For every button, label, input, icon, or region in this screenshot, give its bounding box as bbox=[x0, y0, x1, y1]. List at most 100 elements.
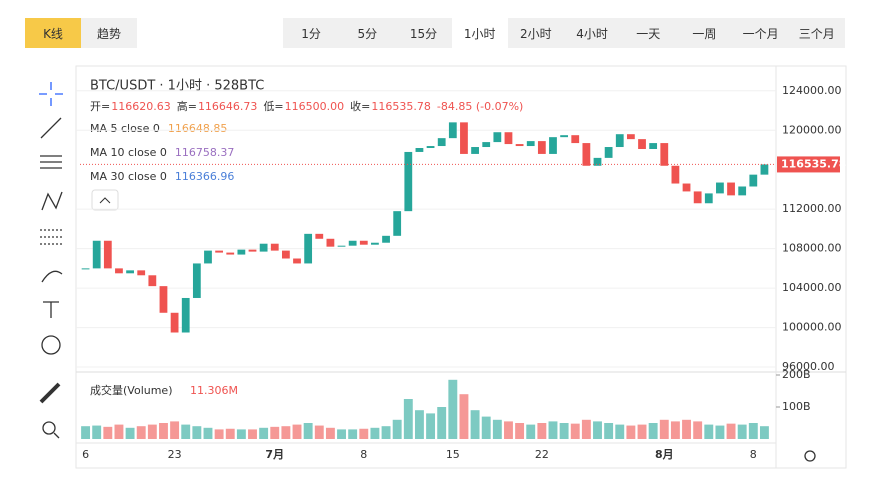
volume-bar bbox=[114, 424, 124, 439]
volume-bar bbox=[593, 421, 602, 439]
interval-tab[interactable]: 一天 bbox=[636, 26, 661, 41]
volume-bar bbox=[504, 421, 513, 439]
interval-tab[interactable]: 三个月 bbox=[798, 26, 835, 41]
volume-bar bbox=[759, 426, 769, 439]
interval-tab[interactable]: 4小时 bbox=[576, 26, 608, 41]
interval-tab[interactable]: 5分 bbox=[357, 26, 378, 41]
candle bbox=[259, 243, 268, 252]
interval-tab[interactable]: 1分 bbox=[301, 26, 321, 41]
chart-tab[interactable]: 趋势 bbox=[96, 26, 121, 41]
settings-icon bbox=[804, 450, 816, 462]
volume-bar bbox=[537, 423, 547, 439]
y-tick-label: 100000.00 bbox=[782, 321, 842, 334]
volume-bar bbox=[81, 426, 91, 439]
volume-bar bbox=[437, 407, 447, 439]
candle bbox=[738, 186, 747, 196]
volume-bar bbox=[726, 423, 736, 439]
interval-tabs: 1分 5分 15分 1小时 2小时 4小时 一天 一周 一个月 三个月 bbox=[283, 18, 845, 48]
volume-bar bbox=[348, 429, 358, 439]
candle bbox=[727, 182, 735, 196]
volume-bar bbox=[570, 423, 580, 439]
panel-border bbox=[75, 65, 847, 469]
ma-value: 116648.85 bbox=[168, 122, 228, 135]
ohlc-value: 116620.63 bbox=[111, 100, 171, 113]
candle bbox=[215, 250, 224, 253]
volume-bar bbox=[693, 421, 703, 439]
candle bbox=[482, 142, 491, 148]
y-tick-label: 96000.00 bbox=[782, 360, 835, 373]
volume-bar bbox=[414, 410, 424, 439]
candle bbox=[371, 242, 379, 245]
volume-bar bbox=[103, 426, 113, 439]
candle bbox=[526, 141, 535, 147]
last-price-box bbox=[777, 156, 840, 173]
candle bbox=[638, 139, 646, 149]
interval-tab[interactable]: 15分 bbox=[409, 26, 438, 41]
volume-bar bbox=[492, 419, 502, 439]
candle bbox=[281, 250, 290, 259]
volume-tick-label: 100B bbox=[782, 400, 811, 413]
candle bbox=[560, 135, 569, 138]
ohlc-value: 116535.78 bbox=[371, 100, 431, 113]
candle bbox=[404, 151, 413, 212]
interval-tab[interactable]: 1小时 bbox=[451, 18, 508, 48]
y-tick-label: 104000.00 bbox=[782, 281, 842, 294]
candle bbox=[315, 233, 324, 239]
ohlc-label: 低= bbox=[263, 100, 283, 113]
candle bbox=[126, 270, 134, 274]
interval-tab[interactable]: 2小时 bbox=[520, 26, 552, 41]
volume-bar bbox=[236, 429, 246, 439]
ohlc-label: 开= bbox=[90, 100, 110, 113]
y-tick-label: 120000.00 bbox=[782, 123, 842, 136]
volume-bar bbox=[448, 379, 458, 439]
candle bbox=[204, 250, 212, 264]
ruler-icon bbox=[39, 382, 61, 404]
candle bbox=[582, 143, 591, 166]
candle bbox=[81, 268, 90, 270]
volume-bar bbox=[181, 424, 191, 439]
volume-bar bbox=[526, 424, 536, 439]
volume-bar bbox=[225, 428, 235, 439]
volume-bar bbox=[470, 410, 480, 439]
candle bbox=[571, 135, 580, 144]
candle bbox=[359, 240, 368, 245]
chart-tab[interactable]: K线 bbox=[25, 18, 81, 48]
candle bbox=[337, 245, 346, 247]
candle bbox=[226, 252, 235, 255]
candle bbox=[660, 143, 669, 166]
brush-icon bbox=[41, 270, 63, 283]
candle bbox=[460, 122, 468, 154]
ma-name: MA 5 close 0 bbox=[90, 122, 160, 135]
candle bbox=[304, 233, 313, 264]
volume-bar bbox=[737, 424, 747, 439]
volume-bar bbox=[359, 428, 369, 439]
volume-bar bbox=[715, 425, 725, 439]
volume-bar bbox=[748, 423, 758, 439]
x-tick-label: 8月 bbox=[655, 448, 674, 461]
volume-bar bbox=[670, 421, 680, 439]
candle bbox=[103, 240, 112, 269]
candle bbox=[159, 286, 168, 313]
chart-title: BTC/USDT · 1小时 · 528BTC bbox=[90, 79, 264, 94]
candle bbox=[293, 258, 301, 264]
candle bbox=[493, 132, 502, 143]
collapse-button[interactable] bbox=[91, 189, 119, 211]
volume-bar bbox=[626, 425, 636, 439]
volume-bar bbox=[548, 421, 558, 439]
candle bbox=[649, 143, 658, 149]
x-tick-label: 6 bbox=[82, 448, 89, 461]
ohlc-value: 116500.00 bbox=[285, 100, 345, 113]
interval-tab[interactable]: 一周 bbox=[692, 26, 717, 41]
volume-bar bbox=[203, 427, 213, 439]
candle bbox=[415, 148, 424, 152]
volume-bar bbox=[214, 429, 224, 439]
candle bbox=[515, 144, 524, 147]
candle bbox=[471, 147, 479, 154]
interval-tab[interactable]: 一个月 bbox=[742, 26, 779, 41]
candle bbox=[393, 211, 402, 236]
y-tick-label: 124000.00 bbox=[782, 84, 842, 97]
volume-bar bbox=[426, 413, 436, 439]
ma-name: MA 30 close 0 bbox=[90, 170, 167, 183]
y-tick-label: 112000.00 bbox=[782, 202, 842, 215]
candle bbox=[693, 191, 702, 204]
